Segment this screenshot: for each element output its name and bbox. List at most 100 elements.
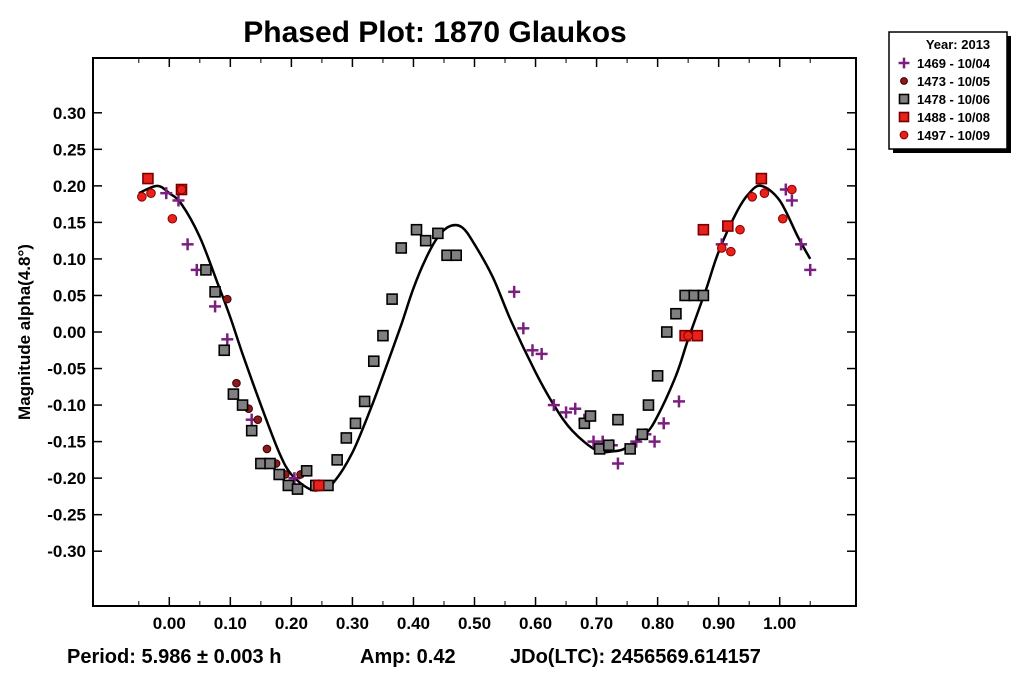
data-point bbox=[612, 413, 624, 426]
y-axis-label: Magnitude alpha(4.8°) bbox=[15, 244, 34, 420]
legend-entry: 1497 - 10/09 bbox=[899, 128, 990, 143]
series-1497-10-09 bbox=[137, 184, 797, 341]
legend-marker bbox=[898, 93, 910, 105]
data-point bbox=[236, 399, 249, 411]
legend-entries: 1469 - 10/04 1473 - 10/05 1478 - 10/06 1488… bbox=[898, 56, 991, 143]
data-point bbox=[264, 457, 276, 470]
data-point bbox=[747, 192, 758, 202]
data-point bbox=[569, 402, 582, 415]
data-point bbox=[683, 330, 693, 341]
legend-entry: 1478 - 10/06 bbox=[898, 92, 990, 107]
data-point bbox=[697, 289, 710, 302]
data-point bbox=[755, 172, 768, 185]
data-point bbox=[560, 406, 573, 419]
data-point bbox=[209, 286, 221, 298]
data-point bbox=[167, 213, 178, 224]
x-tick-label: 0.40 bbox=[397, 614, 430, 633]
data-point bbox=[221, 333, 234, 346]
y-tick-label: 0.30 bbox=[53, 104, 86, 123]
data-point bbox=[602, 439, 615, 452]
data-point bbox=[735, 224, 745, 235]
legend-label: 1473 - 10/05 bbox=[917, 74, 990, 89]
data-point bbox=[624, 443, 636, 455]
data-point bbox=[300, 465, 313, 477]
data-point bbox=[349, 417, 362, 430]
y-tick-label: 0.15 bbox=[53, 213, 86, 232]
data-point bbox=[172, 194, 185, 207]
data-point bbox=[386, 293, 398, 305]
data-point bbox=[146, 188, 156, 198]
data-point bbox=[181, 238, 194, 251]
legend-label: 1469 - 10/04 bbox=[917, 56, 991, 71]
data-point bbox=[291, 483, 304, 495]
chart-title: Phased Plot: 1870 Glaukos bbox=[243, 16, 626, 49]
data-point bbox=[697, 223, 710, 236]
data-point bbox=[785, 194, 798, 207]
x-tick-label: 0.80 bbox=[641, 614, 674, 633]
data-point bbox=[245, 424, 258, 437]
legend-entry: 1488 - 10/08 bbox=[898, 110, 990, 125]
data-point bbox=[218, 344, 231, 357]
y-tick-label: -0.15 bbox=[47, 433, 86, 452]
x-tick-label: 0.30 bbox=[336, 614, 369, 633]
data-point bbox=[547, 399, 560, 412]
x-tick-label: 0.00 bbox=[153, 614, 186, 633]
legend-marker bbox=[898, 111, 910, 123]
legend-box bbox=[888, 31, 1008, 150]
data-point bbox=[253, 415, 263, 424]
legend-label: 1497 - 10/09 bbox=[917, 128, 990, 143]
data-point bbox=[508, 285, 521, 298]
data-point bbox=[526, 344, 539, 357]
data-point bbox=[377, 329, 389, 342]
data-point bbox=[657, 417, 670, 430]
legend-title: Year: 2013 bbox=[926, 37, 990, 52]
data-point bbox=[795, 238, 808, 251]
data-point bbox=[176, 184, 187, 195]
x-tick-label: 0.20 bbox=[275, 614, 308, 633]
data-point bbox=[450, 249, 462, 262]
x-tick-label: 0.10 bbox=[214, 614, 247, 633]
data-point bbox=[787, 184, 797, 195]
data-point bbox=[222, 294, 232, 304]
data-point bbox=[648, 435, 661, 448]
y-tick-label: -0.25 bbox=[47, 506, 86, 525]
data-point bbox=[160, 187, 173, 200]
x-tick-label: 0.50 bbox=[458, 614, 491, 633]
data-point bbox=[726, 246, 736, 257]
legend-entry: 1473 - 10/05 bbox=[900, 74, 990, 89]
data-point bbox=[804, 263, 817, 276]
data-point bbox=[535, 347, 548, 360]
data-point bbox=[630, 435, 643, 448]
data-point bbox=[670, 307, 682, 320]
y-tick-label: 0.10 bbox=[53, 250, 86, 269]
legend-entry: 1469 - 10/04 bbox=[898, 56, 991, 71]
data-point bbox=[432, 227, 444, 240]
data-point bbox=[419, 234, 432, 247]
data-point bbox=[137, 192, 147, 202]
data-point bbox=[340, 432, 353, 444]
jdo-annotation: JDo(LTC): 2456569.614157 bbox=[510, 646, 761, 668]
data-point bbox=[331, 454, 343, 466]
series-1478-10-06 bbox=[200, 223, 710, 495]
data-point bbox=[200, 264, 212, 276]
y-axis: -0.30 -0.25 -0.20 -0.15 -0.10 -0.05 0.00 0.05 0.… bbox=[47, 104, 856, 561]
legend-label: 1488 - 10/08 bbox=[917, 110, 990, 125]
y-tick-label: -0.10 bbox=[47, 396, 86, 415]
data-point bbox=[209, 300, 222, 313]
x-tick-label: 1.00 bbox=[763, 614, 796, 633]
period-annotation: Period: 5.986 ± 0.003 h bbox=[67, 646, 281, 668]
data-point bbox=[651, 370, 664, 382]
data-point bbox=[584, 410, 597, 422]
data-point bbox=[759, 188, 770, 198]
data-point bbox=[716, 243, 727, 253]
legend-marker bbox=[900, 77, 908, 85]
data-point bbox=[273, 468, 285, 481]
data-point bbox=[232, 378, 241, 388]
y-tick-label: 0.20 bbox=[53, 177, 86, 196]
y-tick-label: -0.20 bbox=[47, 469, 86, 488]
series-1469-10-04 bbox=[160, 183, 817, 492]
legend-label: 1478 - 10/06 bbox=[917, 92, 990, 107]
data-point bbox=[227, 388, 240, 400]
data-point bbox=[142, 172, 154, 185]
